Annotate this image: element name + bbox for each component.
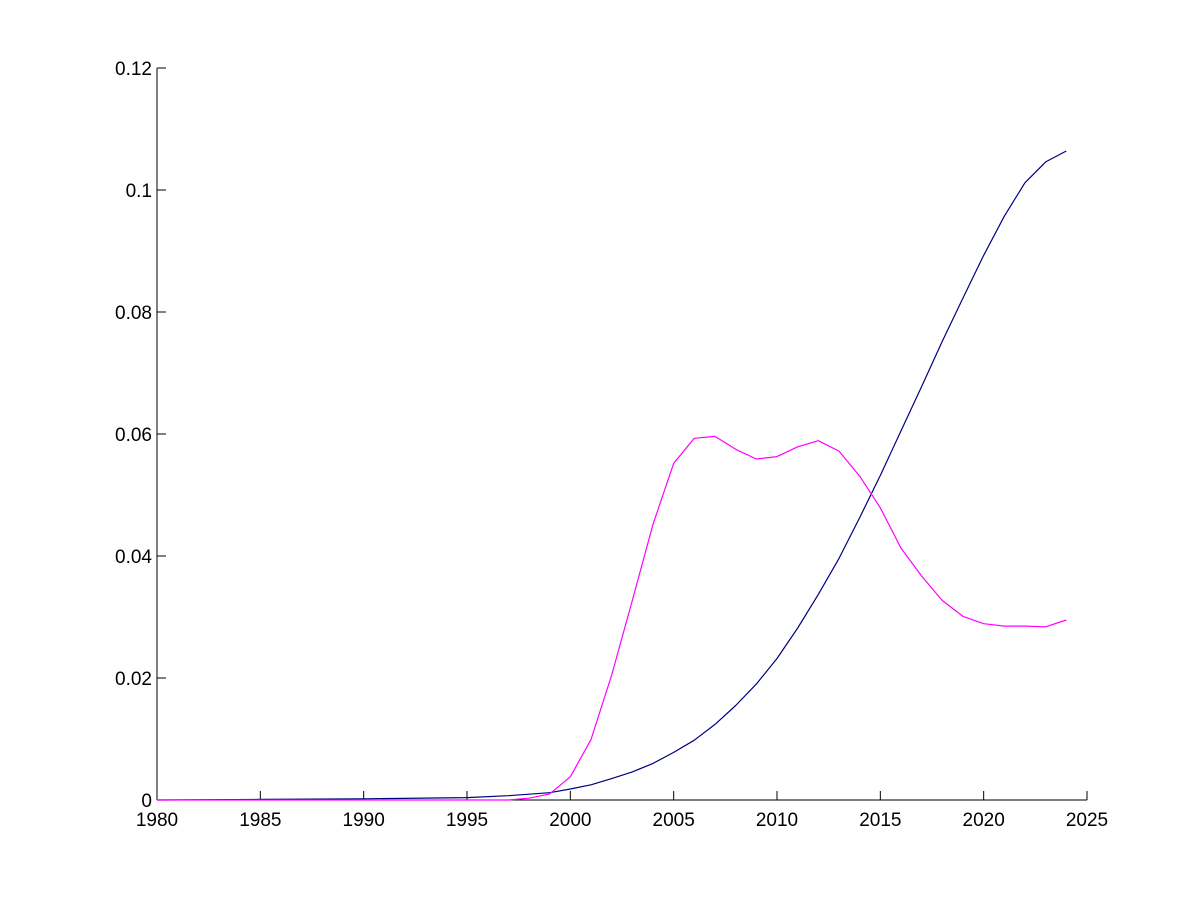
y-tick-label: 0.12	[115, 59, 152, 80]
x-tick-label: 1995	[446, 810, 488, 831]
y-tick-label: 0.04	[115, 547, 152, 568]
y-tick-label: 0.08	[115, 303, 152, 324]
y-tick-label: 0.1	[126, 181, 152, 202]
y-tick-label: 0.06	[115, 425, 152, 446]
y-tick-label: 0	[141, 791, 152, 812]
y-axis-ticks: 0 0.02 0.04 0.06 0.08 0.1 0.12	[115, 59, 166, 812]
series-layer	[156, 150, 1067, 801]
x-tick-label: 2005	[653, 810, 695, 831]
x-tick-label: 2010	[756, 810, 798, 831]
x-tick-label: 1980	[136, 810, 178, 831]
x-axis-ticks: 1980 1985 1990 1995 2000 2005 2010 2015 2020 2025	[136, 791, 1108, 831]
y-tick-label: 0.02	[115, 669, 152, 690]
series-line-1	[156, 150, 1067, 801]
x-tick-label: 1990	[343, 810, 385, 831]
x-tick-label: 2000	[549, 810, 591, 831]
x-tick-label: 2020	[963, 810, 1005, 831]
x-tick-label: 2015	[859, 810, 901, 831]
x-tick-label: 2025	[1066, 810, 1108, 831]
x-tick-label: 1985	[239, 810, 281, 831]
series-line-2	[157, 435, 1067, 801]
